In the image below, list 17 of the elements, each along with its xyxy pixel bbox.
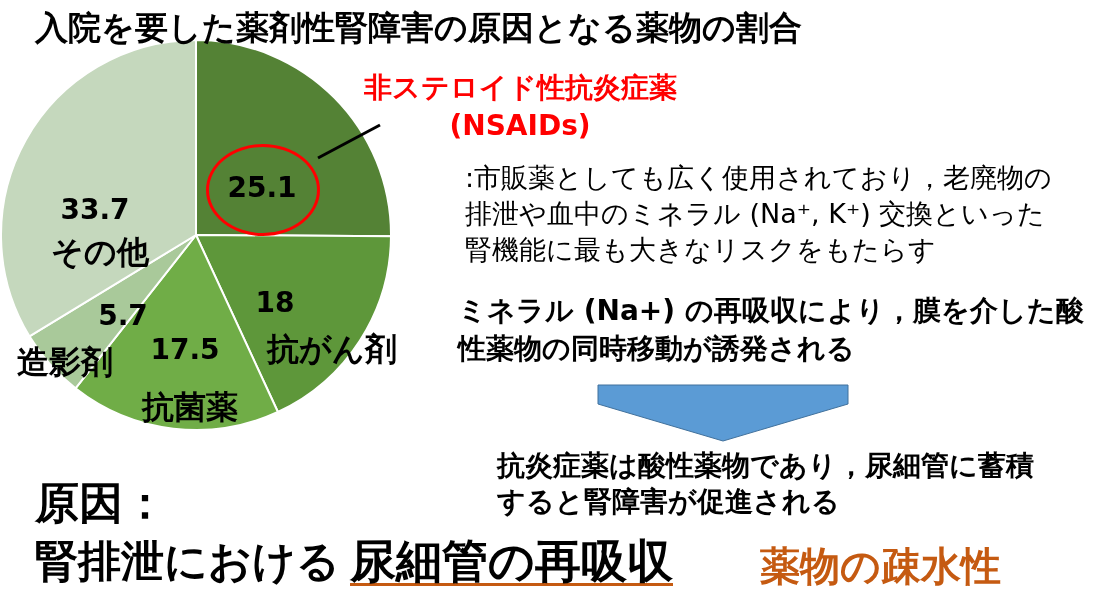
data-label: 17.5	[150, 333, 220, 367]
slice-label: 抗菌薬	[141, 388, 238, 427]
text: 原因：	[35, 476, 167, 530]
data-label: 25.1	[227, 171, 297, 205]
chart-title: 入院を要した薬剤性腎障害の原因となる薬物の割合	[35, 8, 802, 48]
text: 腎排泄における	[35, 535, 340, 588]
text: 尿細管の再吸収	[350, 533, 673, 590]
slice-label: 造影剤	[17, 343, 113, 382]
data-label: 18	[255, 286, 295, 320]
data-label: 5.7	[98, 299, 148, 333]
slice-label: その他	[51, 233, 150, 272]
text: 抗炎症薬は酸性薬物であり，尿細管に蓄積すると腎障害が促進される	[497, 448, 1035, 520]
data-label: 33.7	[60, 193, 130, 227]
slice-label: 非ステロイド性抗炎症薬 (NSAIDs)	[362, 71, 677, 143]
text: ミネラル (Na+) の再吸収により，膜を介した酸性薬物の同時移動が誘発される	[458, 293, 1085, 367]
text: :市販薬としても広く使用されており，老廃物の排泄や血中のミネラル (Na⁺, K⁺) 交換といった腎機能に最も大きなリスクをもたらす	[465, 161, 1054, 267]
text: 薬物の疎水性	[760, 542, 1001, 591]
